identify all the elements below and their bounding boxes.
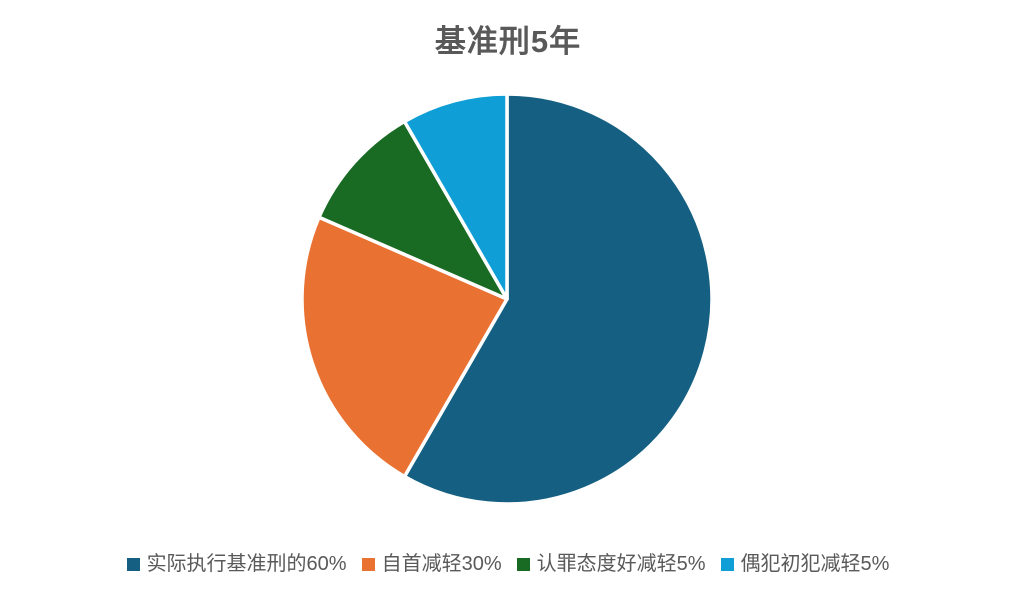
pie-slice-0[interactable] <box>402 92 714 506</box>
pie-slice-2[interactable] <box>317 119 509 301</box>
legend-item-3[interactable]: 偶犯初犯减轻5% <box>720 553 890 575</box>
pie-slice-3[interactable] <box>402 92 509 301</box>
legend-marker-icon <box>126 557 140 571</box>
legend-label: 偶犯初犯减轻5% <box>740 553 890 575</box>
legend-item-1[interactable]: 自首减轻30% <box>361 553 502 575</box>
legend-item-0[interactable]: 实际执行基准刑的60% <box>126 553 347 575</box>
legend-marker-icon <box>720 557 734 571</box>
legend-label: 自首减轻30% <box>381 553 502 575</box>
legend-item-2[interactable]: 认罪态度好减轻5% <box>516 553 706 575</box>
chart-title: 基准刑5年 <box>434 24 582 59</box>
chart-legend: 实际执行基准刑的60% 自首减轻30% 认罪态度好减轻5% 偶犯初犯减轻5% <box>0 554 1016 574</box>
legend-marker-icon <box>361 557 375 571</box>
legend-label: 认罪态度好减轻5% <box>536 553 706 575</box>
legend-label: 实际执行基准刑的60% <box>146 553 347 575</box>
pie-slice-1[interactable] <box>300 215 509 479</box>
legend-marker-icon <box>516 557 530 571</box>
